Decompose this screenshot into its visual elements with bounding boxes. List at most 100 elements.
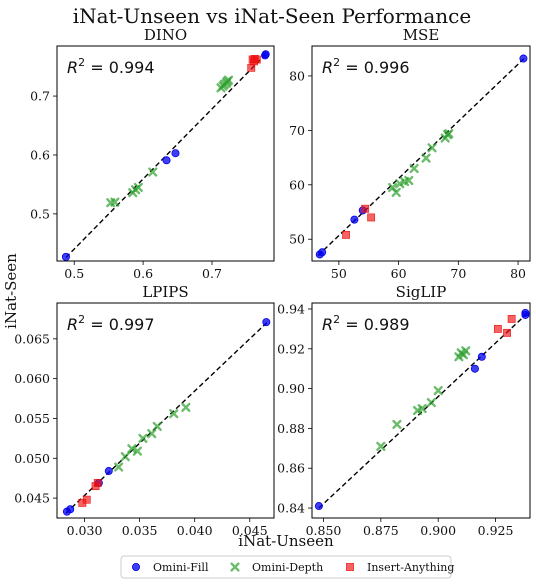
data-point xyxy=(181,402,191,412)
subplot-title: DINO xyxy=(144,26,187,44)
legend: Omini-Fill Omini-Depth Insert-Anything xyxy=(120,555,454,579)
data-point xyxy=(350,215,359,224)
data-point xyxy=(404,175,414,186)
data-point xyxy=(421,153,431,163)
y-tick-label: 50 xyxy=(289,232,305,247)
y-tick-label: 0.90 xyxy=(277,381,305,396)
data-point xyxy=(461,346,471,356)
x-tick-label: 0.850 xyxy=(306,523,342,538)
legend-marker xyxy=(230,562,240,572)
data-point xyxy=(367,213,376,222)
y-tick-label: 0.050 xyxy=(14,451,50,466)
regression-line xyxy=(65,321,268,514)
data-point xyxy=(252,55,261,64)
r-squared-annotation: R2 = 0.996 xyxy=(322,56,410,77)
data-point xyxy=(152,421,162,432)
figure-y-axis-label: iNat-Seen xyxy=(2,253,20,329)
x-tick-label: 80 xyxy=(510,266,526,281)
subplot-title: MSE xyxy=(403,26,440,44)
data-point xyxy=(417,403,427,414)
y-tick-label: 0.045 xyxy=(14,491,50,506)
x-tick-label: 0.925 xyxy=(478,523,514,538)
data-point xyxy=(412,405,423,416)
series-omini-depth xyxy=(376,346,471,451)
data-point xyxy=(114,462,124,472)
data-point xyxy=(262,318,271,327)
data-point xyxy=(162,156,171,165)
series-omini-fill xyxy=(61,50,270,261)
x-tick-label: 0.6 xyxy=(133,266,153,281)
series-omini-depth xyxy=(114,402,191,472)
x-tick-label: 0.040 xyxy=(177,523,213,538)
data-point xyxy=(147,428,157,439)
series-omini-depth xyxy=(388,129,454,198)
x-tick-label: 0.7 xyxy=(202,266,222,281)
r-squared-annotation: R2 = 0.997 xyxy=(67,313,155,334)
data-point xyxy=(169,409,179,419)
data-point xyxy=(223,75,234,85)
subplot-lpips: LPIPS 0.030 0.035 0.040 0.045 0.045 0.050 0.055… xyxy=(14,283,275,538)
data-point xyxy=(148,167,158,177)
y-tick-label: 0.6 xyxy=(30,147,50,162)
data-point xyxy=(503,328,511,337)
legend-box xyxy=(120,555,452,579)
r-squared-annotation: R2 = 0.989 xyxy=(322,313,410,334)
r-squared-annotation: R2 = 0.994 xyxy=(67,56,155,77)
data-point xyxy=(171,149,180,158)
y-tick-label: 0.060 xyxy=(14,371,50,386)
data-point xyxy=(318,248,327,257)
subplot-siglip: SigLIP 0.850 0.875 0.900 0.925 0.84 0.86 0.88 0.… xyxy=(277,283,531,538)
legend-label: Omini-Fill xyxy=(153,561,209,574)
figure-title: iNat-Unseen vs iNat-Seen Performance xyxy=(73,4,471,28)
x-tick-label: 0.045 xyxy=(232,523,268,538)
data-point xyxy=(110,197,120,207)
y-tick-label: 0.88 xyxy=(277,421,305,436)
data-point xyxy=(470,364,479,373)
data-point xyxy=(66,505,75,514)
series-insert-anything xyxy=(342,204,376,239)
data-point xyxy=(127,444,137,454)
y-tick-label: 0.065 xyxy=(14,331,50,346)
data-point xyxy=(61,252,70,261)
regression-line xyxy=(65,53,267,258)
data-point xyxy=(395,179,405,189)
y-tick-label: 80 xyxy=(289,68,305,83)
x-tick-label: 50 xyxy=(331,266,347,281)
y-tick-label: 0.86 xyxy=(277,461,305,476)
y-tick-label: 70 xyxy=(289,123,305,138)
subplot-title: SigLIP xyxy=(396,283,447,301)
figure-x-axis-label: iNat-Unseen xyxy=(238,532,334,550)
data-point xyxy=(361,204,370,213)
regression-line xyxy=(317,58,525,257)
y-tick-label: 0.7 xyxy=(30,89,50,104)
legend-marker xyxy=(131,563,140,572)
plot-frame xyxy=(311,45,531,262)
data-point xyxy=(493,324,502,333)
plot-frame xyxy=(56,302,275,519)
data-point xyxy=(507,315,516,323)
series-omini-depth xyxy=(106,75,234,208)
series-insert-anything xyxy=(493,315,516,337)
x-tick-label: 70 xyxy=(450,266,466,281)
x-tick-label: 0.5 xyxy=(64,266,84,281)
subplot-mse: MSE 50 60 70 80 50 60 70 80 R2 = 0.996 xyxy=(289,26,531,281)
subplot-grid: DINO 0.5 0.6 0.7 0.5 0.6 0.7 R2 = 0.994 MSE 50 60 7… xyxy=(14,26,531,538)
x-tick-label: 60 xyxy=(391,266,407,281)
data-point xyxy=(444,129,454,139)
data-point xyxy=(132,446,143,456)
data-point xyxy=(261,50,270,59)
subplot-dino: DINO 0.5 0.6 0.7 0.5 0.6 0.7 R2 = 0.994 xyxy=(30,26,275,281)
legend-marker xyxy=(346,563,354,571)
data-point xyxy=(314,502,323,511)
data-point xyxy=(519,54,528,63)
data-point xyxy=(120,452,130,462)
data-point xyxy=(342,230,350,239)
series-insert-anything xyxy=(78,479,102,507)
y-tick-label: 0.94 xyxy=(277,301,305,316)
data-point xyxy=(477,352,486,361)
y-tick-label: 0.84 xyxy=(277,501,305,516)
data-point xyxy=(426,397,436,408)
data-point xyxy=(93,479,102,487)
data-point xyxy=(104,467,113,476)
